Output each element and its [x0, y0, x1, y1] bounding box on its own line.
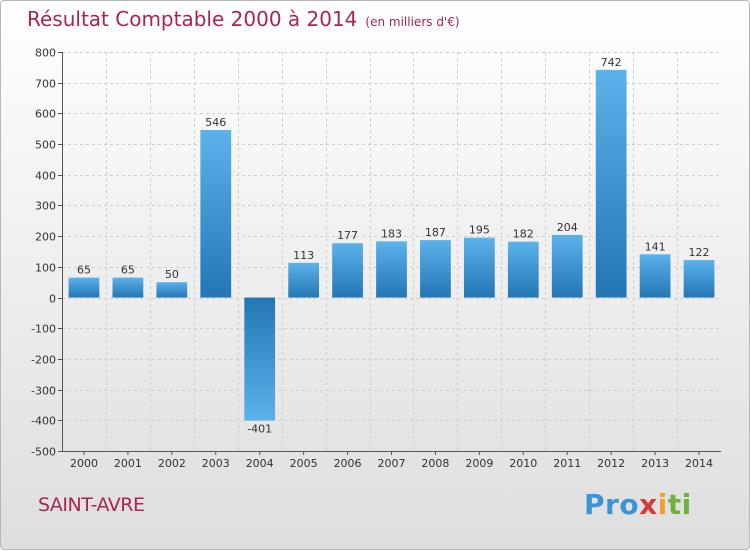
bar — [156, 282, 188, 298]
bars — [68, 69, 715, 421]
data-label: 141 — [645, 240, 666, 253]
bar — [551, 234, 583, 298]
bar — [639, 254, 671, 298]
data-label: 546 — [205, 116, 226, 129]
x-tick-label: 2010 — [509, 457, 537, 470]
bar — [68, 277, 100, 298]
data-label: 50 — [165, 268, 179, 281]
chart-unit: (en milliers d'€) — [365, 15, 460, 29]
chart-title-text: Résultat Comptable 2000 à 2014 — [27, 7, 358, 31]
y-tick-label: 500 — [35, 139, 56, 152]
x-tick-label: 2001 — [114, 457, 142, 470]
y-tick-label: -200 — [31, 354, 56, 367]
data-label: 122 — [689, 246, 710, 259]
y-tick-label: -300 — [31, 385, 56, 398]
x-tick-label: 2007 — [378, 457, 406, 470]
y-tick-label: 400 — [35, 170, 56, 183]
x-tick-label: 2004 — [246, 457, 274, 470]
data-label: 113 — [293, 249, 314, 262]
y-tick-label: -100 — [31, 323, 56, 336]
data-label: 195 — [469, 224, 490, 237]
x-tick-label: 2012 — [597, 457, 625, 470]
y-tick-label: 100 — [35, 262, 56, 275]
bar — [112, 277, 144, 298]
bar — [683, 260, 715, 298]
data-label: 182 — [513, 228, 534, 241]
data-label: 177 — [337, 229, 358, 242]
x-tick-label: 2008 — [421, 457, 449, 470]
axes: 800 700 600 500 400 300 200 100 0 -100 -200 -300 -40… — [31, 47, 721, 470]
data-labels: 65 65 50 546 -401 113 177 183 187 195 182 204 742 141… — [77, 56, 710, 436]
x-tick-label: 2009 — [465, 457, 493, 470]
x-tick-label: 2003 — [202, 457, 230, 470]
bar — [463, 237, 495, 298]
y-tick-label: 300 — [35, 200, 56, 213]
x-tick-label: 2000 — [70, 457, 98, 470]
bar — [288, 262, 320, 298]
x-tick-label: 2014 — [685, 457, 713, 470]
grid-lines — [62, 52, 721, 452]
bar — [244, 297, 276, 421]
x-tick-label: 2002 — [158, 457, 186, 470]
data-label: -401 — [247, 423, 272, 436]
chart-title: Résultat Comptable 2000 à 2014 (en millie… — [27, 7, 460, 31]
y-tick-label: 700 — [35, 78, 56, 91]
bar — [595, 69, 627, 298]
data-label: 204 — [557, 221, 578, 234]
y-tick-label: -400 — [31, 415, 56, 428]
proxiti-logo: Proxiti — [584, 488, 692, 521]
data-label: 65 — [77, 264, 91, 277]
bar — [376, 241, 407, 298]
data-label: 183 — [381, 227, 402, 240]
bar — [507, 241, 539, 298]
x-tick-label: 2011 — [553, 457, 581, 470]
bar — [420, 240, 451, 298]
bar — [200, 129, 232, 298]
data-label: 187 — [425, 226, 446, 239]
y-tick-label: 600 — [35, 108, 56, 121]
x-tick-label: 2013 — [641, 457, 669, 470]
x-tick-label: 2006 — [334, 457, 362, 470]
y-tick-label: 800 — [35, 47, 56, 60]
x-tick-label: 2005 — [290, 457, 318, 470]
y-tick-label: 0 — [49, 293, 56, 306]
y-tick-label: 200 — [35, 231, 56, 244]
y-tick-label: -500 — [31, 446, 56, 459]
data-label: 65 — [121, 264, 135, 277]
place-name: SAINT-AVRE — [38, 494, 145, 516]
data-label: 742 — [601, 56, 622, 69]
bar — [332, 243, 363, 298]
